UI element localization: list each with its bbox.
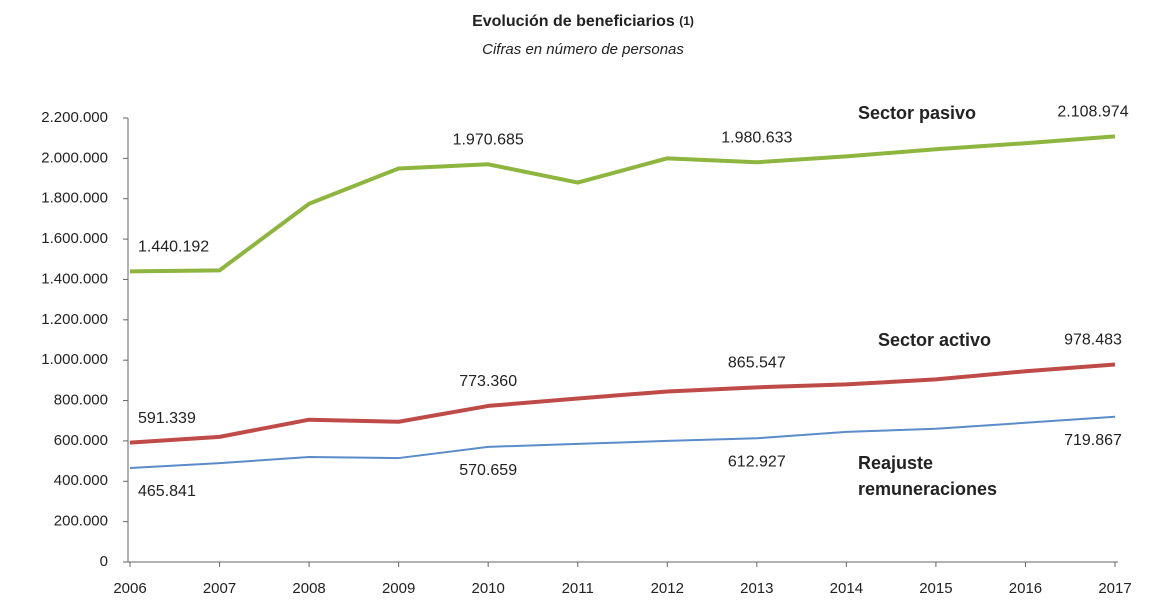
series-name: Reajuste remuneraciones (858, 453, 998, 499)
data-label: 719.867 (1064, 432, 1122, 449)
x-tick-label: 2012 (651, 580, 684, 597)
data-label: 591.339 (138, 410, 196, 427)
series-name: Sector activo (878, 330, 992, 350)
x-tick-label: 2009 (382, 580, 415, 597)
y-tick-label: 400.000 (54, 472, 108, 489)
y-tick-label: 600.000 (54, 432, 108, 449)
x-tick-label: 2017 (1098, 580, 1131, 597)
chart-title-group: Evolución de beneficiarios (1) (472, 13, 694, 30)
data-label: 1.970.685 (453, 131, 524, 148)
data-label: 465.841 (138, 483, 196, 500)
data-label: 1.440.192 (138, 239, 209, 256)
series-line (129, 362, 1116, 445)
y-tick-label: 1.000.000 (41, 351, 108, 368)
y-tick-label: 2.200.000 (41, 109, 108, 126)
chart-subtitle: Cifras en número de personas (482, 41, 684, 58)
data-label: 570.659 (459, 462, 517, 479)
y-tick-label: 1.400.000 (41, 270, 108, 287)
title-note: (1) (679, 14, 694, 28)
x-tick-label: 2007 (203, 580, 236, 597)
series-name: Sector pasivo (858, 103, 977, 123)
x-tick-label: 2013 (740, 580, 773, 597)
data-label: 612.927 (728, 454, 786, 471)
data-label: 2.108.974 (1057, 104, 1128, 121)
x-tick-label: 2014 (830, 580, 863, 597)
data-label: 773.360 (459, 373, 517, 390)
series-line (129, 134, 1116, 274)
y-tick-label: 800.000 (54, 392, 108, 409)
series-line (129, 415, 1116, 469)
y-tick-label: 1.600.000 (41, 230, 108, 247)
data-label: 1.980.633 (721, 129, 792, 146)
y-tick-label: 2.000.000 (41, 149, 108, 166)
x-tick-label: 2006 (113, 580, 146, 597)
x-tick-label: 2016 (1009, 580, 1042, 597)
data-label: 865.547 (728, 355, 786, 372)
y-tick-label: 0 (100, 553, 108, 570)
data-label: 978.483 (1064, 332, 1122, 349)
chart-title: Evolución de beneficiarios (472, 13, 675, 30)
y-tick-label: 1.200.000 (41, 311, 108, 328)
x-tick-label: 2008 (292, 580, 325, 597)
y-tick-label: 200.000 (54, 513, 108, 530)
x-tick-label: 2011 (562, 580, 594, 597)
x-tick-label: 2015 (919, 580, 952, 597)
x-tick-label: 2010 (471, 580, 504, 597)
y-tick-label: 1.800.000 (41, 190, 108, 207)
